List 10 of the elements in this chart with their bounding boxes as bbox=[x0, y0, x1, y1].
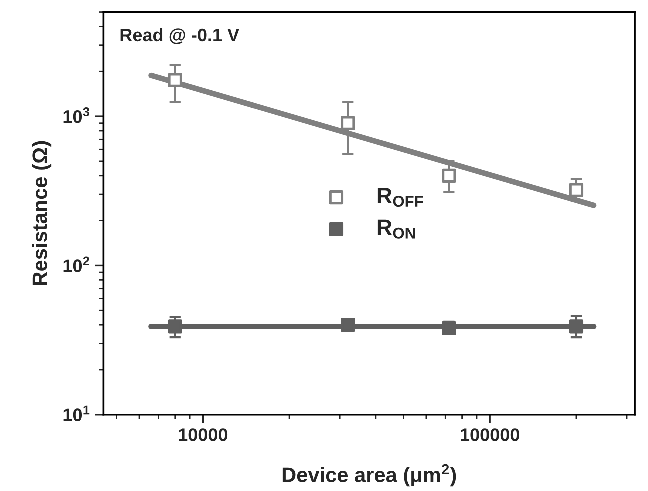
y-tick-label: 10$^{3}$ bbox=[64, 108, 90, 124]
y-tick-label: 10$^{2}$ bbox=[64, 256, 90, 272]
y-axis-title: Resistance (Ω) bbox=[32, 141, 52, 286]
annotation: Read @ -0.1 V bbox=[120, 28, 240, 44]
x-tick-label: 10000 bbox=[179, 428, 228, 442]
legend-label: R$_{ON}$ bbox=[378, 220, 416, 239]
legend-label: R$_{OFF}$ bbox=[378, 188, 424, 208]
x-tick-label: 100000 bbox=[461, 428, 520, 442]
y-tick-label: 10$^{1}$ bbox=[64, 406, 90, 422]
x-axis-title: Device area (μm$^{2}$) bbox=[282, 464, 456, 487]
